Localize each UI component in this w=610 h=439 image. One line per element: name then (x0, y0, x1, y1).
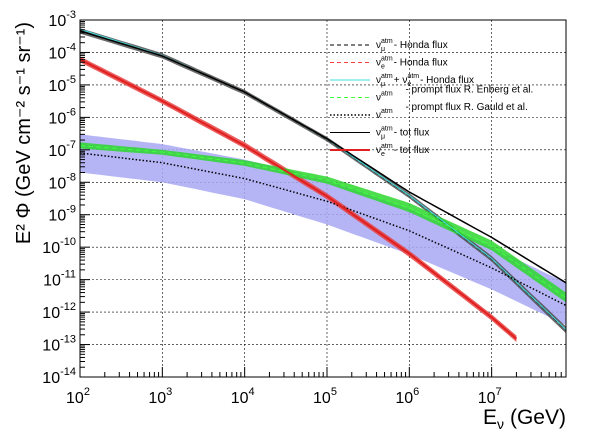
y-tick-label: 10-5 (48, 74, 76, 95)
x-axis-title-sub: ν (497, 416, 504, 432)
band-prompt-flux-r-gauld-uncertainty-band (80, 134, 566, 325)
x-tick-label: 105 (313, 386, 337, 407)
series-prompt-flux-r-enberg-et-al- (80, 145, 566, 299)
x-axis-title: Eν (GeV) (483, 406, 566, 432)
uncertainty-bands (80, 28, 566, 342)
legend: νatm μ - Honda flux νatm e - Honda flux νatm… (330, 38, 533, 158)
series-nue-atm-tot-flux (80, 58, 518, 340)
y-tick-label: 10-6 (48, 106, 76, 127)
x-tick-label: 107 (478, 386, 502, 407)
legend-label: νatm μ + νatm e - Honda flux (376, 73, 474, 88)
x-tick-label: 104 (231, 386, 255, 407)
legend-label: νatm - prompt flux R. Enberg et al. (376, 85, 533, 104)
x-axis-title-unit: (GeV) (510, 406, 566, 429)
x-tick-label: 103 (148, 386, 172, 407)
y-tick-label: 10-3 (48, 9, 76, 30)
y-tick-label: 10-10 (42, 236, 76, 257)
y-tick-label: 10-7 (48, 139, 76, 160)
y-tick-label: 10-12 (42, 301, 76, 322)
y-tick-label: 10-9 (48, 204, 76, 225)
y-tick-label: 10-13 (42, 334, 76, 355)
x-tick-label: 102 (66, 386, 90, 407)
legend-label: νatm μ - Honda flux (376, 38, 448, 53)
flux-series (80, 28, 566, 340)
x-axis-title-main: E (483, 406, 497, 429)
legend-label: νatm e - tot flux (376, 143, 429, 158)
series-prompt-flux-r-gauld-et-al- (80, 152, 566, 307)
axis-ticks: 102 103 104 105 106 107 10-14 10-13 10-12 10-11 10… (42, 9, 567, 407)
legend-label: νatm e - Honda flux (376, 56, 448, 71)
y-tick-label: 10-14 (42, 366, 76, 387)
y-tick-label: 10-8 (48, 171, 76, 192)
series-numu-atm-tot-flux (80, 30, 566, 284)
legend-label: νatm μ - tot flux (376, 126, 429, 141)
y-tick-label: 10-4 (48, 41, 76, 62)
x-tick-label: 106 (395, 386, 419, 407)
legend-label: νatm - prompt flux R. Gauld et al. (376, 102, 528, 121)
y-tick-label: 10-11 (43, 269, 76, 290)
y-axis-title: E² Φ (GeV cm⁻² s⁻¹ sr⁻¹) (13, 22, 35, 244)
